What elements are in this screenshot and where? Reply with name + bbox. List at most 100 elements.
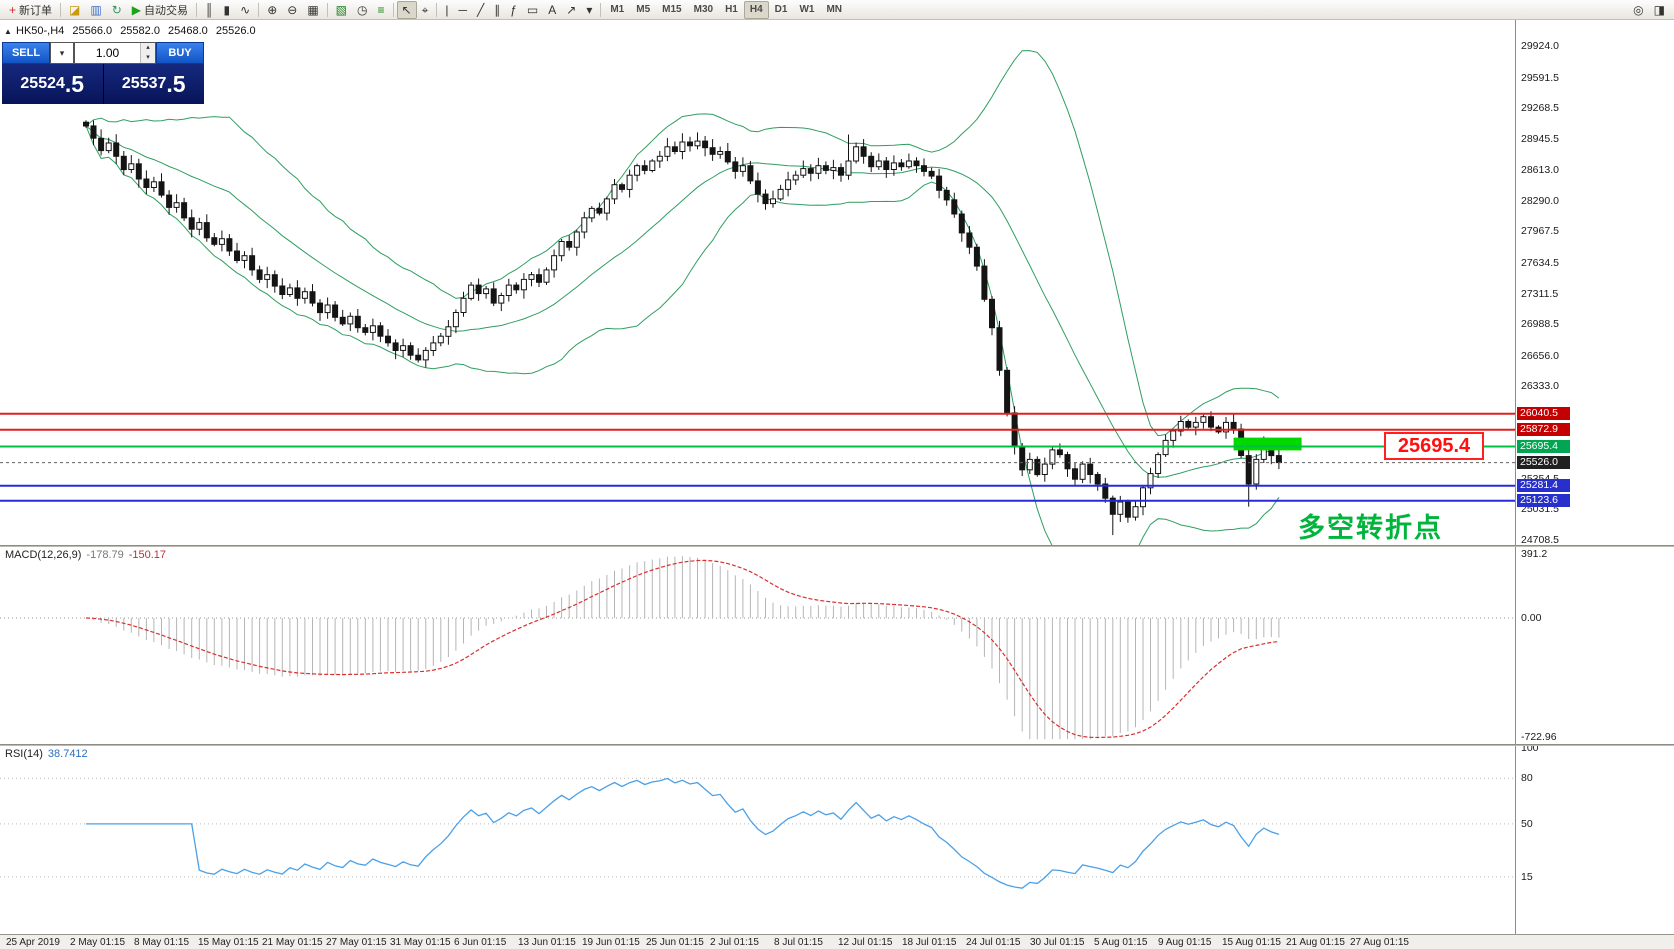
- tile-windows-icon[interactable]: ▦: [302, 1, 323, 19]
- toolbar: + 新订单 ◪ ▥ ↻ ▶ 自动交易 ║ ▮ ∿ ⊕ ⊖ ▦ ▧ ◷ ≡ ↖ ⌖ | ─ ╱ ∥ ƒ ▭ A ↗ ▾ M1 M5 M15 M…: [0, 0, 1674, 20]
- periods-icon[interactable]: ◷: [352, 1, 372, 19]
- text-icon[interactable]: A: [543, 1, 561, 19]
- price-badge: 25526.0: [1517, 456, 1570, 470]
- shapes-icon[interactable]: ▭: [522, 1, 543, 19]
- time-axis[interactable]: 25 Apr 2019 2 May 01:15 8 May 01:15 15 May …: [0, 934, 1674, 949]
- volume-input[interactable]: [75, 43, 140, 63]
- cursor-icon[interactable]: ↖: [396, 0, 417, 19]
- chart-close: 25526.0: [215, 25, 256, 37]
- chart-window-icon[interactable]: ◪: [64, 1, 85, 19]
- price-badge: 25872.9: [1517, 423, 1570, 437]
- tf-m5[interactable]: M5: [630, 1, 656, 19]
- new-order-button[interactable]: + 新订单: [4, 1, 57, 19]
- bar-chart-type-icon: ║: [205, 2, 214, 17]
- sell-price[interactable]: 25524.5: [2, 64, 104, 104]
- tf-d1[interactable]: D1: [769, 1, 794, 19]
- zoom-in-icon[interactable]: ⊕: [262, 1, 282, 19]
- search-icon[interactable]: ◎: [1628, 1, 1648, 19]
- axis-tick: 26988.5: [1521, 318, 1559, 331]
- macd-panel-canvas[interactable]: [0, 547, 1515, 744]
- horizontal-line-icon: ─: [458, 2, 467, 17]
- price-axis[interactable]: 29924.0 29591.5 29268.5 28945.5 28613.0 28290…: [1515, 20, 1674, 934]
- time-axis-label: 30 Jul 01:15: [1030, 937, 1085, 948]
- docking-icon: ◨: [1653, 2, 1665, 17]
- tf-m15[interactable]: M15: [656, 1, 687, 19]
- axis-tick: -722.96: [1521, 731, 1557, 744]
- tf-w1[interactable]: W1: [793, 1, 820, 19]
- turning-point-annotation[interactable]: 多空转折点: [1298, 513, 1443, 543]
- buy-price[interactable]: 25537.5: [104, 64, 205, 104]
- volume-up-button[interactable]: ▴: [141, 43, 155, 53]
- main-chart-canvas[interactable]: [0, 20, 1515, 545]
- panel-splitter[interactable]: [0, 545, 1674, 547]
- axis-tick: 27311.5: [1521, 287, 1559, 300]
- macd-indicator-label: MACD(12,26,9) -178.79 -150.17: [5, 549, 166, 561]
- price-level-label[interactable]: 25695.4: [1384, 432, 1484, 460]
- axis-tick: 27967.5: [1521, 225, 1559, 238]
- vertical-line-icon[interactable]: |: [440, 1, 453, 19]
- shapes-icon: ▭: [526, 2, 539, 17]
- autotrading-button: ▶: [131, 2, 141, 17]
- horizontal-line-icon[interactable]: ─: [453, 1, 472, 19]
- axis-tick: 29268.5: [1521, 102, 1559, 115]
- toolbar-separator: [436, 2, 438, 17]
- panel-splitter[interactable]: [0, 744, 1674, 746]
- objects-dropdown-icon[interactable]: ▾: [581, 1, 597, 19]
- fibonacci-icon[interactable]: ƒ: [505, 1, 522, 19]
- channel-icon[interactable]: ∥: [489, 1, 505, 19]
- volume-dropdown[interactable]: ▾: [50, 42, 74, 64]
- tf-m30[interactable]: M30: [688, 1, 719, 19]
- time-axis-label: 9 Aug 01:15: [1158, 937, 1212, 948]
- time-axis-label: 6 Jun 01:15: [454, 937, 507, 948]
- time-axis-label: 27 May 01:15: [326, 937, 387, 948]
- indicators-icon[interactable]: ≡: [372, 1, 389, 19]
- toolbar-separator: [60, 2, 62, 17]
- toolbar-separator: [258, 2, 260, 17]
- docking-icon[interactable]: ◨: [1649, 1, 1670, 19]
- tf-m1[interactable]: M1: [604, 1, 630, 19]
- tf-h4[interactable]: H4: [743, 0, 769, 19]
- rsi-panel-canvas[interactable]: [0, 746, 1515, 934]
- refresh-icon[interactable]: ↻: [107, 1, 127, 19]
- time-axis-label: 5 Aug 01:15: [1094, 937, 1148, 948]
- autotrading-button[interactable]: ▶ 自动交易: [127, 1, 193, 19]
- toolbar-separator: [600, 2, 602, 17]
- arrow-tool-icon[interactable]: ↗: [561, 1, 581, 19]
- axis-tick: 28290.0: [1521, 194, 1559, 207]
- new-chart-icon[interactable]: ▧: [331, 1, 352, 19]
- time-axis-label: 2 May 01:15: [70, 937, 126, 948]
- trendline-icon[interactable]: ╱: [472, 1, 489, 19]
- axis-tick: 28945.5: [1521, 132, 1559, 145]
- zoom-in-icon: ⊕: [267, 2, 278, 17]
- cursor-icon: ↖: [401, 2, 412, 17]
- axis-tick: 391.2: [1521, 547, 1548, 560]
- line-chart-type-icon[interactable]: ∿: [235, 1, 255, 19]
- tf-mn-label: MN: [826, 4, 843, 15]
- tf-m1-label: M1: [610, 4, 625, 15]
- axis-tick: 29924.0: [1521, 40, 1559, 52]
- toolbar-separator: [392, 2, 394, 17]
- profile-icon[interactable]: ▥: [85, 1, 106, 19]
- periods-icon: ◷: [357, 2, 368, 17]
- candle-chart-type-icon: ▮: [223, 2, 231, 17]
- axis-tick: 26656.0: [1521, 349, 1559, 362]
- crosshair-icon[interactable]: ⌖: [417, 1, 434, 19]
- arrow-tool-icon: ↗: [566, 2, 577, 17]
- sell-button[interactable]: SELL: [2, 42, 50, 64]
- tf-m30-label: M30: [693, 4, 714, 15]
- sell-price-frac: .5: [64, 70, 85, 97]
- tf-mn[interactable]: MN: [820, 1, 848, 19]
- tf-h1[interactable]: H1: [719, 1, 744, 19]
- toolbar-separator: [196, 2, 197, 17]
- candle-chart-type-icon[interactable]: ▮: [219, 1, 236, 19]
- sell-price-main: 25524: [20, 75, 65, 92]
- zoom-out-icon[interactable]: ⊖: [282, 1, 302, 19]
- bar-chart-type-icon[interactable]: ║: [200, 1, 219, 19]
- tf-h1-label: H1: [725, 4, 738, 15]
- rsi-name: RSI(14): [5, 748, 43, 760]
- collapse-arrow-icon[interactable]: ▲: [4, 27, 12, 36]
- buy-button[interactable]: BUY: [156, 42, 204, 64]
- toolbar-separator: [326, 2, 328, 17]
- time-axis-label: 13 Jun 01:15: [518, 937, 576, 948]
- volume-down-button[interactable]: ▾: [141, 53, 155, 63]
